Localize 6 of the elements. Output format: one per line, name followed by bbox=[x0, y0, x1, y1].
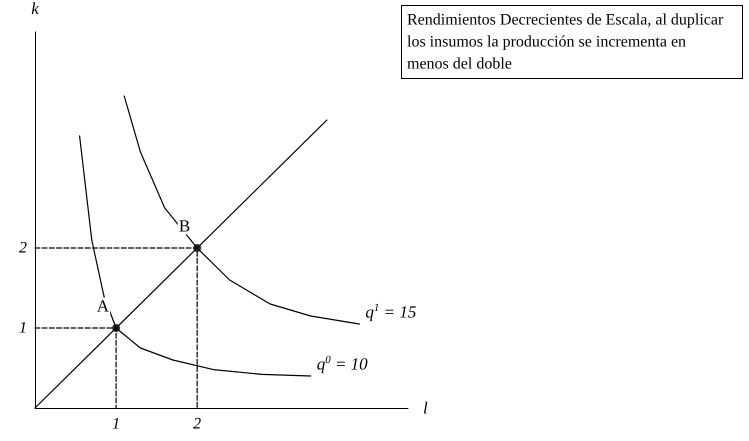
line-series bbox=[124, 95, 360, 325]
annotation: B bbox=[178, 216, 190, 236]
x-axis-title: l bbox=[423, 398, 428, 418]
annotation: Rendimientos Decrecientes de Escala, al duplicar los insumos la producción se incrementa en menos del doble bbox=[407, 12, 728, 72]
annotation: A bbox=[96, 296, 110, 316]
y-axis-title: k bbox=[31, 0, 40, 18]
